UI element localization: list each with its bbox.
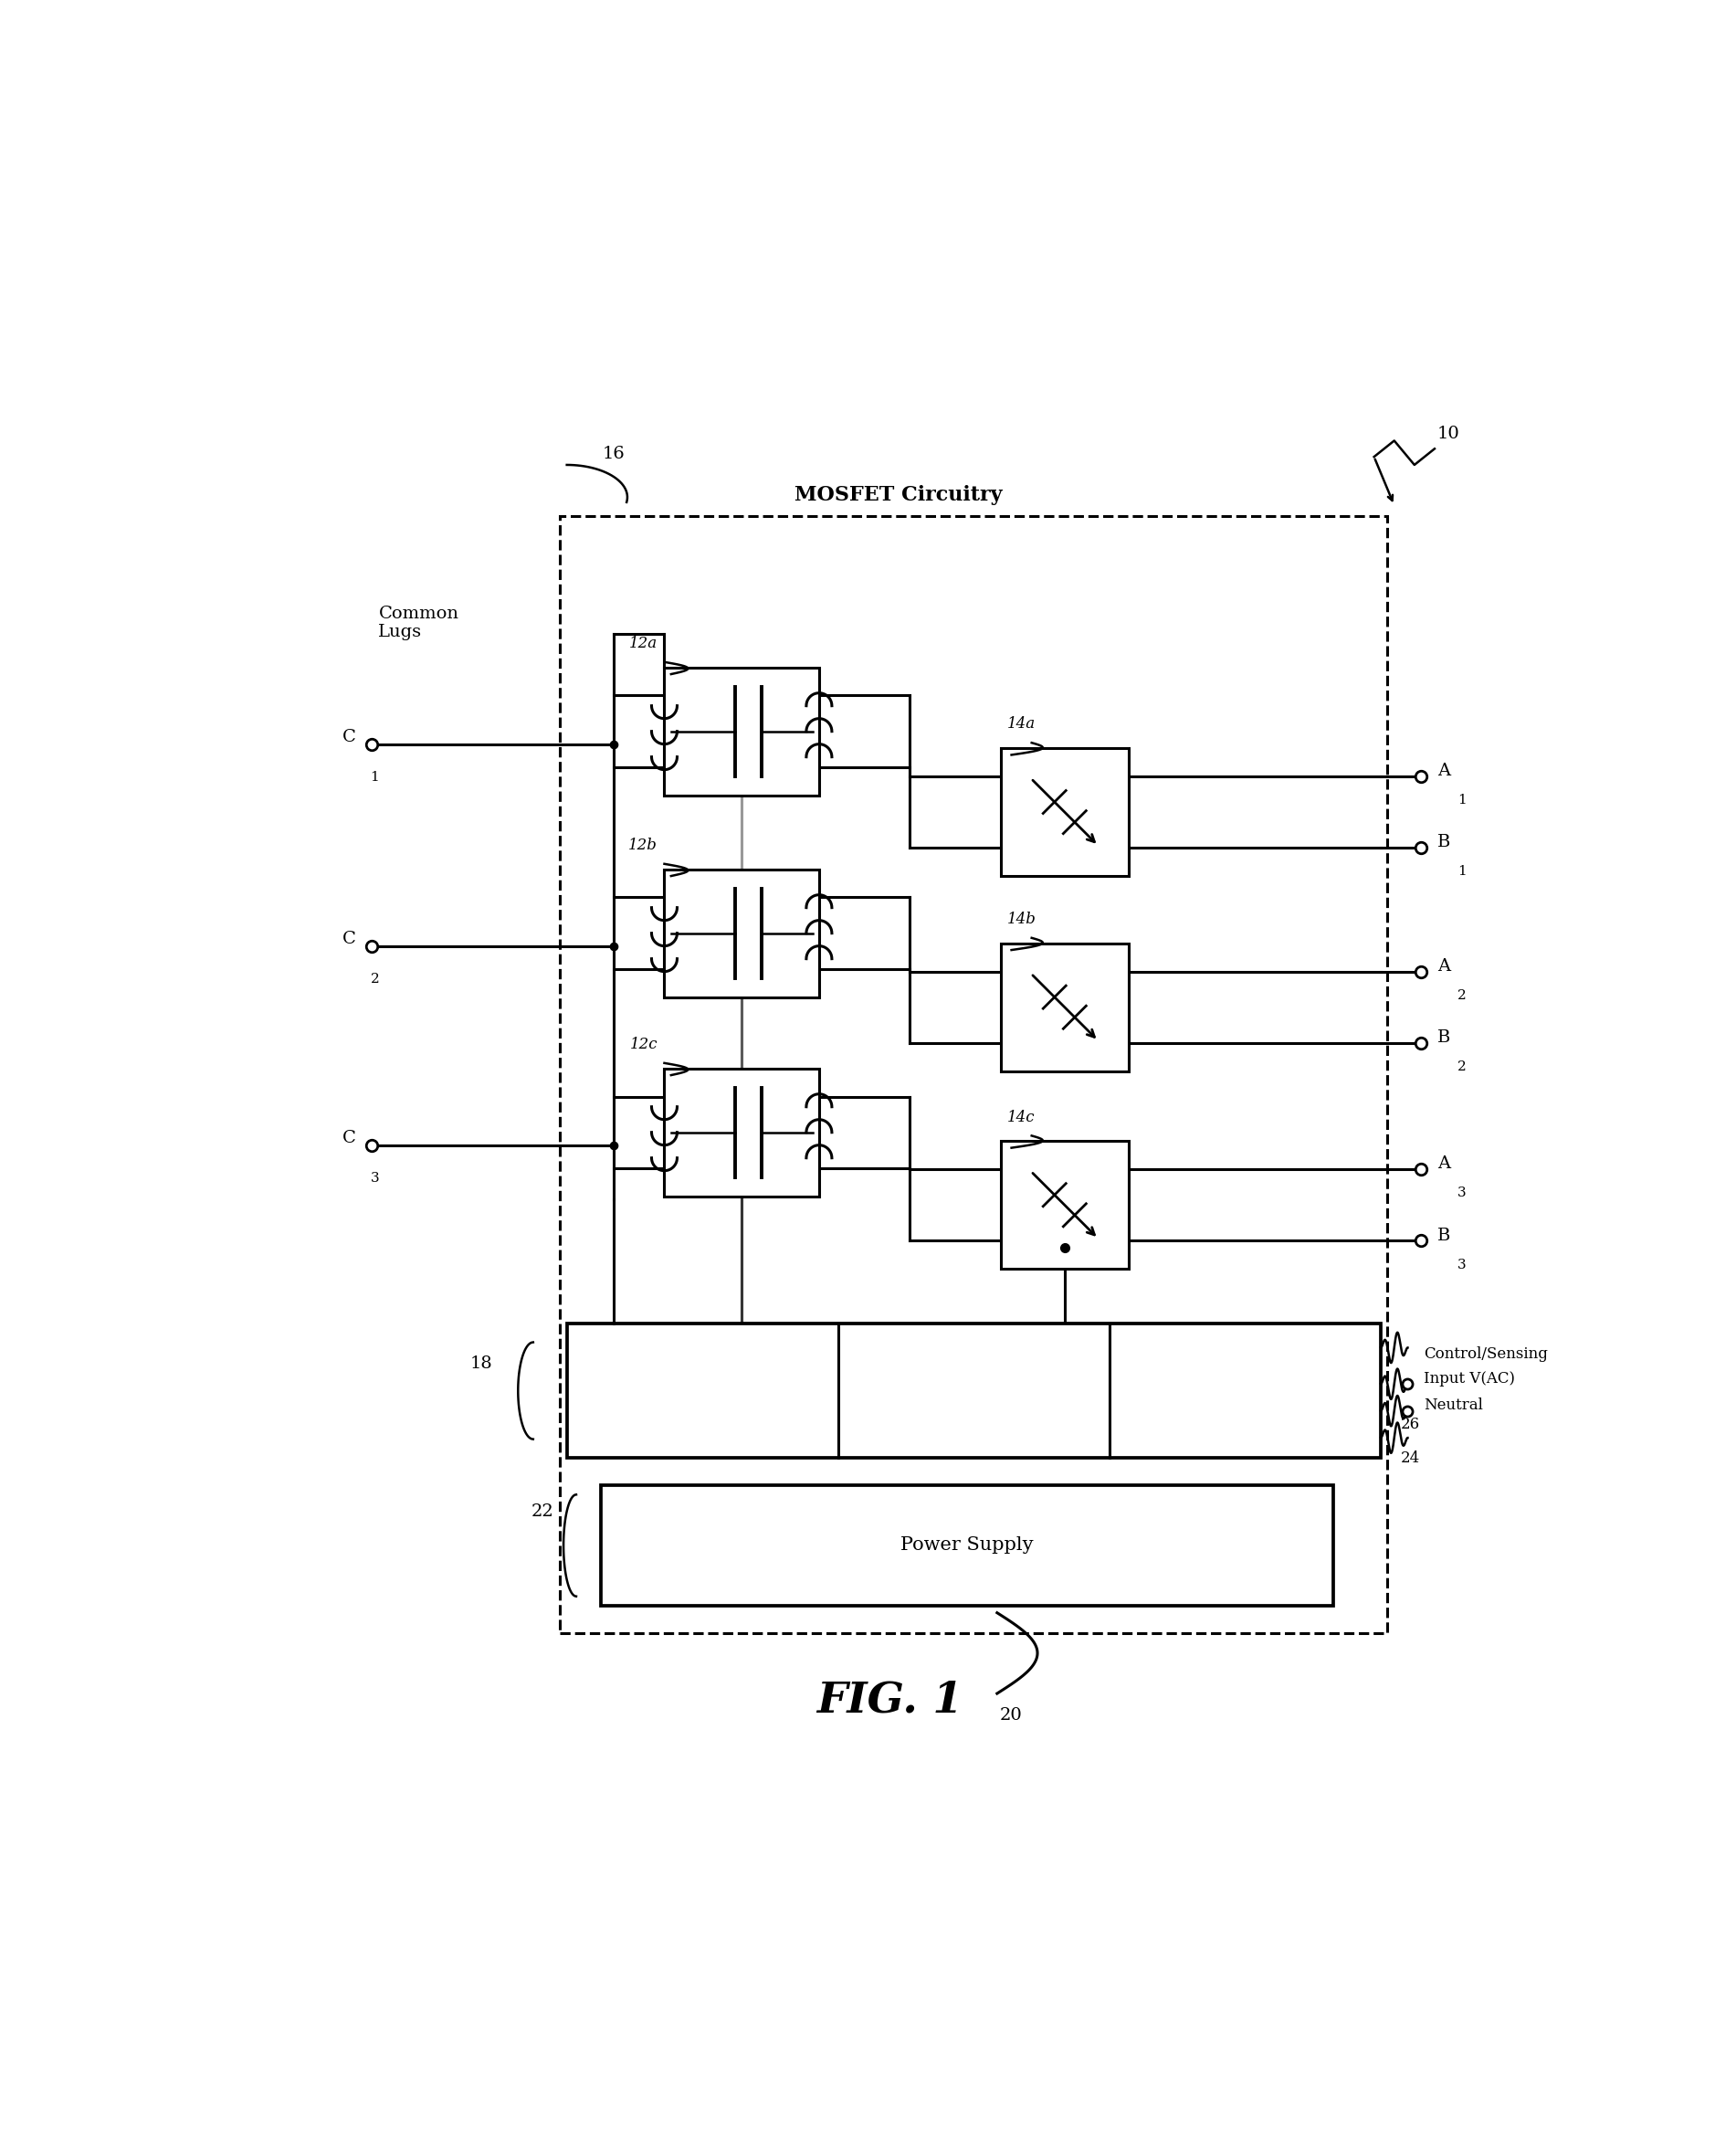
Text: 10: 10: [1437, 426, 1460, 441]
Text: 26: 26: [1401, 1417, 1420, 1432]
Text: MOSFET Circuitry: MOSFET Circuitry: [793, 486, 1002, 505]
Text: Power Supply: Power Supply: [901, 1537, 1033, 1554]
Text: 14a: 14a: [1007, 717, 1036, 732]
Text: Input V(AC): Input V(AC): [1424, 1370, 1516, 1387]
Bar: [665, 1068, 819, 1197]
Bar: [601, 1486, 1333, 1606]
Text: 1: 1: [1458, 865, 1467, 878]
Text: A: A: [1437, 1156, 1450, 1171]
Text: 24: 24: [1401, 1449, 1420, 1467]
Bar: [1000, 944, 1128, 1070]
Bar: [561, 516, 1387, 1634]
Text: 12c: 12c: [630, 1036, 658, 1051]
Text: B: B: [1437, 1030, 1450, 1045]
Text: C: C: [342, 931, 356, 948]
Bar: [1000, 747, 1128, 876]
Text: 12a: 12a: [628, 636, 658, 651]
Text: 1: 1: [1458, 794, 1467, 807]
Text: Common
Lugs: Common Lugs: [378, 606, 458, 640]
Text: 12b: 12b: [628, 837, 658, 852]
Text: C: C: [342, 1130, 356, 1148]
Text: 2: 2: [1458, 1060, 1467, 1073]
Text: 18: 18: [470, 1355, 493, 1372]
Text: 3: 3: [1458, 1186, 1467, 1199]
Text: 3: 3: [370, 1171, 378, 1184]
Text: 14c: 14c: [1007, 1109, 1035, 1124]
Text: FIG. 1: FIG. 1: [816, 1679, 963, 1721]
Bar: [1000, 1141, 1128, 1270]
Text: B: B: [1437, 835, 1450, 850]
Text: 22: 22: [531, 1503, 554, 1520]
Text: 3: 3: [1458, 1259, 1467, 1272]
Text: 16: 16: [602, 445, 625, 462]
Text: C: C: [342, 730, 356, 745]
Text: 2: 2: [370, 972, 378, 985]
Text: A: A: [1437, 957, 1450, 974]
Text: 20: 20: [1000, 1706, 1023, 1724]
Text: 2: 2: [1458, 989, 1467, 1002]
Text: Control/Sensing: Control/Sensing: [1424, 1347, 1549, 1362]
Bar: [568, 1323, 1380, 1458]
Text: B: B: [1437, 1227, 1450, 1244]
Text: Neutral: Neutral: [1424, 1398, 1483, 1413]
Text: A: A: [1437, 762, 1450, 779]
Text: 1: 1: [370, 771, 378, 784]
Bar: [665, 668, 819, 794]
Bar: [665, 869, 819, 998]
Text: 14b: 14b: [1007, 912, 1036, 927]
